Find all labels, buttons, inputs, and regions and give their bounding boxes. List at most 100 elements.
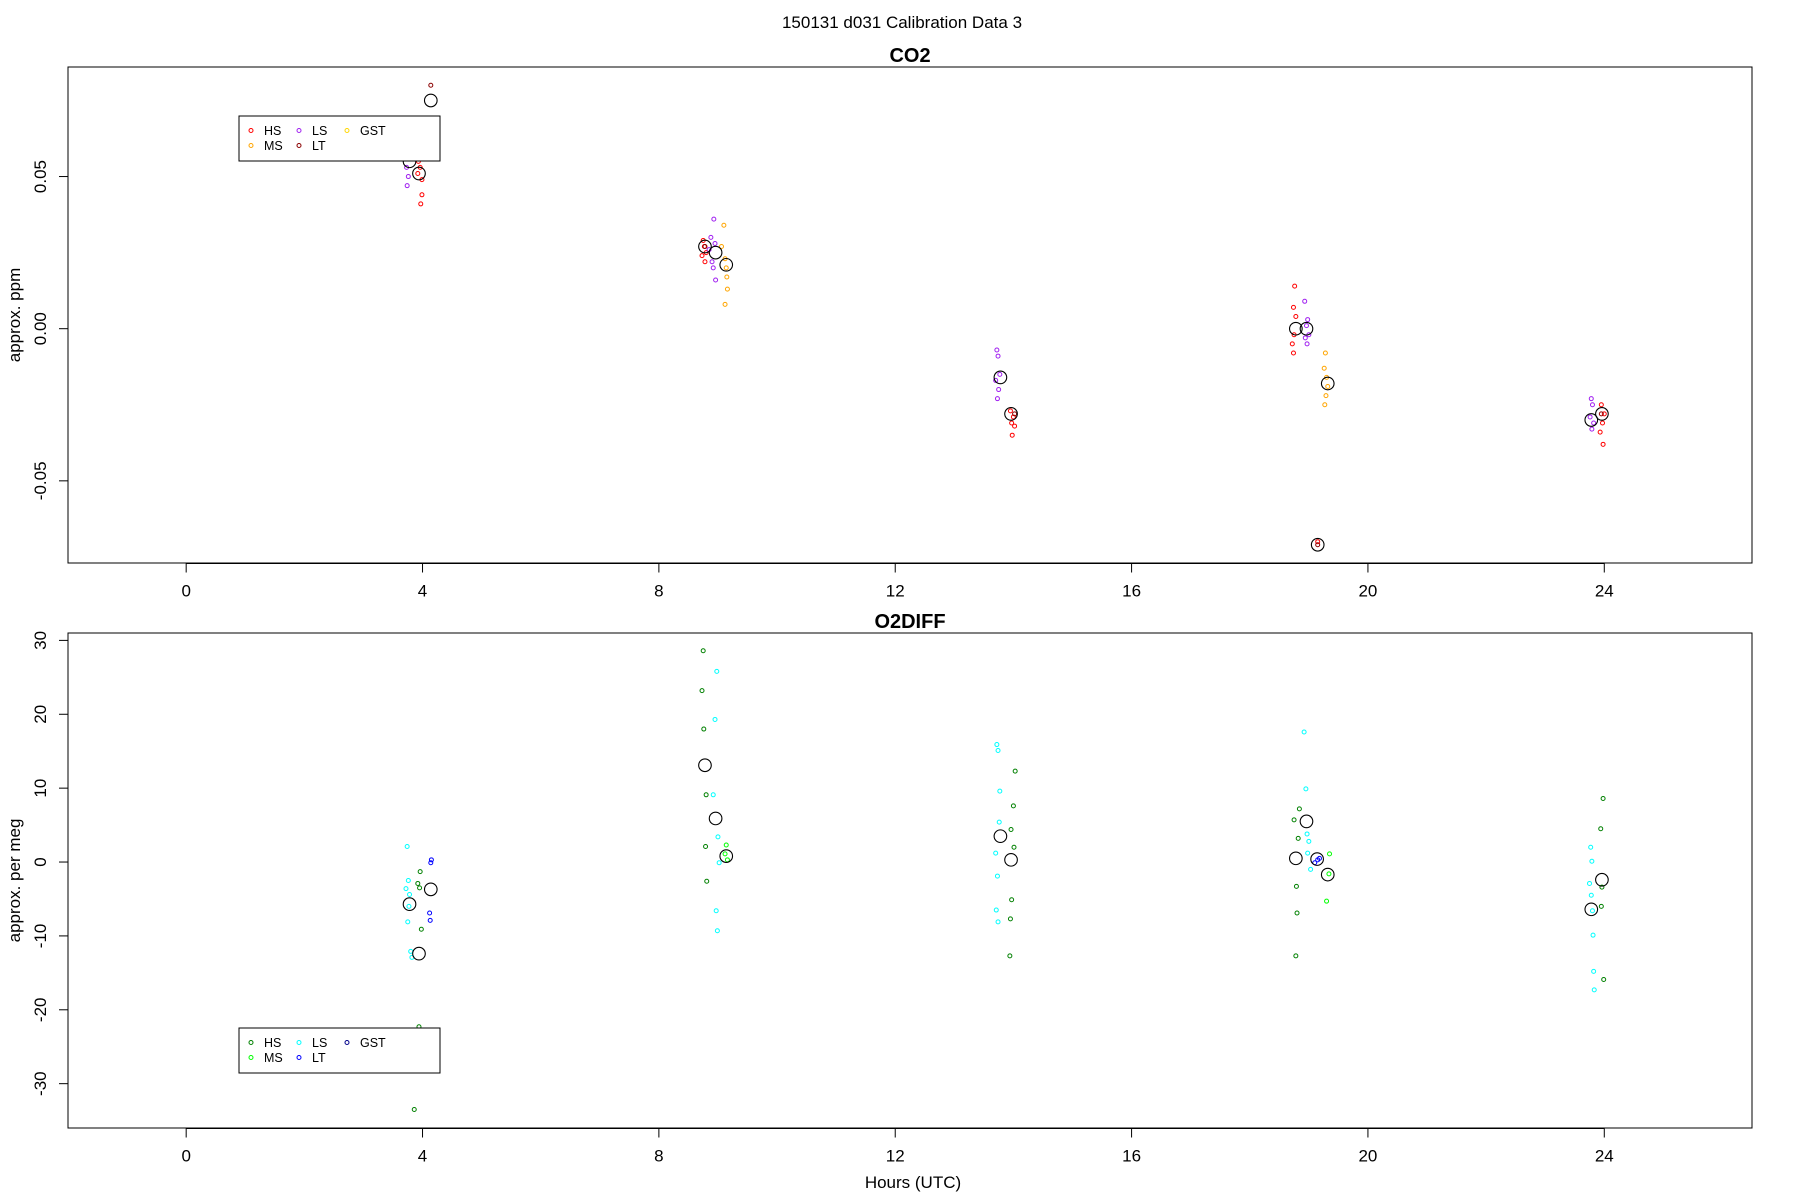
- data-point: [408, 948, 414, 954]
- data-point: [404, 844, 410, 850]
- data-point: [406, 903, 412, 909]
- legend-marker: [296, 128, 302, 133]
- data-point: [993, 850, 999, 856]
- data-point: [1011, 844, 1017, 850]
- data-point: [405, 878, 411, 883]
- mean-point: [708, 245, 723, 260]
- data-point: [1591, 420, 1597, 426]
- mean-point: [1299, 321, 1314, 336]
- data-point: [427, 910, 433, 916]
- series-ms: [722, 842, 1333, 904]
- data-point: [1304, 341, 1310, 347]
- data-point: [1290, 350, 1296, 356]
- data-point: [1326, 871, 1332, 877]
- data-point: [997, 788, 1003, 794]
- y-tick-label: 0.00: [31, 312, 50, 345]
- mean-point: [1288, 851, 1303, 866]
- data-point: [1321, 365, 1327, 371]
- data-point: [405, 919, 411, 925]
- mean-point: [993, 370, 1008, 385]
- data-point: [1589, 858, 1595, 864]
- series-hs: [415, 158, 1607, 545]
- data-point: [714, 668, 720, 674]
- legend-marker: [248, 1055, 254, 1060]
- x-tick-label: 16: [1122, 582, 1141, 601]
- data-point: [1012, 423, 1018, 429]
- legend-entry-hs: HS: [248, 124, 281, 138]
- legend-label: MS: [264, 1051, 283, 1065]
- data-point: [1600, 441, 1606, 447]
- chart-panel-o2diff: O2DIFF 0 4 8 12 16 20 24 -30 -20 -10 0 10 20 30 approx.…: [5, 611, 1753, 1192]
- data-point: [1010, 414, 1016, 420]
- legend-label: HS: [264, 1036, 281, 1050]
- data-point: [996, 819, 1002, 825]
- data-point: [1009, 432, 1015, 438]
- data-point: [1291, 817, 1297, 823]
- data-point: [699, 688, 705, 694]
- series-lt: [428, 82, 1604, 548]
- data-point: [724, 857, 730, 863]
- mean-point: [1320, 376, 1335, 391]
- data-point: [1315, 542, 1321, 548]
- mean-markers: [402, 93, 1609, 552]
- data-point: [1009, 897, 1015, 903]
- y-tick-label: -30: [31, 1071, 50, 1096]
- data-point: [415, 171, 421, 177]
- data-point: [703, 844, 709, 850]
- data-point: [1598, 402, 1604, 408]
- data-point: [993, 907, 999, 913]
- x-tick-label: 4: [418, 1147, 427, 1166]
- data-point: [1301, 729, 1307, 735]
- legend-entry-hs: HS: [248, 1036, 281, 1050]
- mean-point: [1310, 852, 1324, 866]
- legend-marker: [248, 1040, 254, 1045]
- y-tick-label: -0.05: [31, 461, 50, 500]
- data-point: [713, 277, 719, 283]
- legend-label: MS: [264, 139, 283, 153]
- data-point: [1289, 341, 1295, 347]
- data-point: [1588, 396, 1594, 402]
- data-point: [1304, 831, 1310, 837]
- figure-suptitle: 150131 d031 Calibration Data 3: [782, 13, 1022, 32]
- x-tick-label: 12: [886, 1147, 905, 1166]
- data-point: [995, 747, 1001, 753]
- data-point: [418, 926, 424, 932]
- data-point: [723, 842, 729, 848]
- mean-point: [1584, 902, 1599, 917]
- data-point: [994, 742, 1000, 748]
- mean-point: [423, 93, 438, 108]
- data-point: [1302, 298, 1308, 304]
- data-point: [1293, 953, 1299, 959]
- data-point: [1591, 968, 1597, 974]
- data-point: [715, 834, 721, 840]
- x-tick-label: 24: [1595, 1147, 1614, 1166]
- data-point: [1324, 898, 1330, 904]
- legend-box: [238, 115, 441, 162]
- data-point: [722, 301, 728, 307]
- series-hs: [411, 648, 1607, 1113]
- legend-marker: [344, 1040, 350, 1045]
- data-point: [719, 244, 725, 250]
- mean-point: [1004, 407, 1018, 421]
- data-point: [1601, 977, 1607, 982]
- mean-point: [1288, 321, 1303, 336]
- data-point: [1305, 317, 1311, 323]
- data-point: [428, 857, 434, 863]
- mean-point: [1310, 537, 1325, 552]
- legend-label: LS: [312, 124, 327, 138]
- data-point: [710, 265, 716, 271]
- y-tick-label: 0.05: [31, 160, 50, 193]
- data-point: [428, 860, 434, 866]
- y-tick-label: 0: [31, 857, 50, 866]
- x-axis-label: Hours (UTC): [865, 1173, 961, 1192]
- data-point: [702, 244, 708, 250]
- data-point: [1292, 283, 1298, 289]
- legend-entry-ls: LS: [296, 124, 327, 138]
- y-tick-label: 20: [31, 705, 50, 724]
- data-point: [1587, 414, 1593, 420]
- data-point: [1008, 827, 1014, 833]
- legend-label: HS: [264, 124, 281, 138]
